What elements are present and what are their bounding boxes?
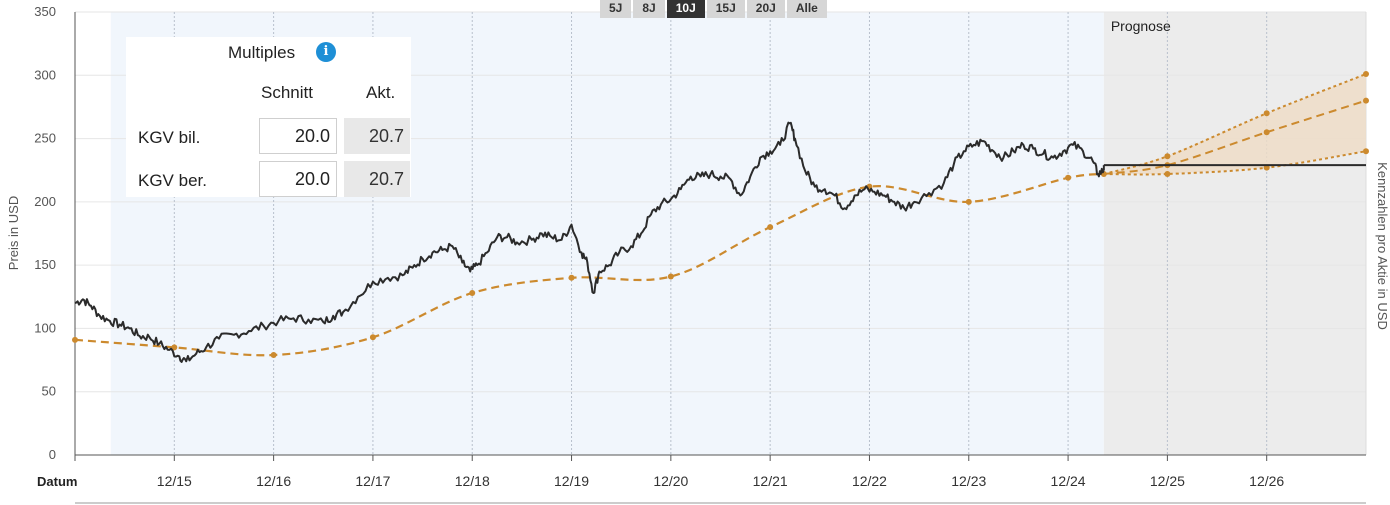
x-tick-label: 12/26 bbox=[1249, 473, 1284, 489]
x-tick-label: 12/24 bbox=[1051, 473, 1086, 489]
forecast-low-line-point bbox=[1363, 148, 1369, 155]
kgv-bil-avg-input[interactable]: 20.0 bbox=[259, 118, 337, 154]
fair-value-point bbox=[469, 289, 476, 296]
forecast-low-line-point bbox=[1164, 171, 1171, 178]
fair-value-point bbox=[1065, 174, 1072, 181]
multiples-title: Multiples bbox=[228, 43, 296, 62]
forecast-mid-line bbox=[1103, 99, 1367, 176]
forecast-mid-line-point bbox=[1363, 97, 1369, 104]
x-tick-label: 12/22 bbox=[852, 473, 887, 489]
x-tick-label: 12/15 bbox=[157, 473, 192, 489]
fair-value-point bbox=[72, 336, 78, 343]
forecast-high-line-point bbox=[1363, 71, 1369, 78]
multiples-panel: Multiples i Schnitt Akt. KGV bil. 20.0 2… bbox=[126, 37, 411, 197]
y-tick-label: 50 bbox=[42, 384, 56, 399]
range-button-15j[interactable]: 15J bbox=[706, 0, 745, 18]
kgv-ber-current-value: 20.7 bbox=[344, 161, 410, 197]
range-button-8j[interactable]: 8J bbox=[633, 0, 665, 18]
y-tick-label: 100 bbox=[34, 320, 56, 335]
column-header-akt: Akt. bbox=[366, 83, 396, 102]
x-tick-label: 12/16 bbox=[256, 473, 291, 489]
y-tick-label: 200 bbox=[34, 194, 56, 209]
forecast-band bbox=[1103, 12, 1366, 455]
fair-value-point bbox=[369, 334, 376, 341]
fair-value-point bbox=[171, 344, 178, 351]
range-button-10j[interactable]: 10J bbox=[666, 0, 705, 18]
forecast-mid-line-point bbox=[1263, 129, 1270, 136]
fair-value-point bbox=[667, 273, 674, 280]
x-tick-label: 12/25 bbox=[1150, 473, 1185, 489]
column-header-schnitt: Schnitt bbox=[261, 83, 313, 102]
info-icon[interactable]: i bbox=[316, 42, 336, 62]
forecast-label: Prognose bbox=[1111, 18, 1171, 34]
x-tick-label: 12/21 bbox=[753, 473, 788, 489]
fair-value-point bbox=[270, 352, 277, 359]
x-tick-label: 12/17 bbox=[355, 473, 390, 489]
range-button-5j[interactable]: 5J bbox=[600, 0, 632, 18]
forecast-range-fill bbox=[1103, 74, 1366, 175]
row-label-kgv-bil: KGV bil. bbox=[138, 128, 201, 147]
forecast-high-line-point bbox=[1164, 153, 1171, 160]
x-axis-title: Datum bbox=[37, 474, 77, 489]
price-line bbox=[74, 121, 1105, 363]
y-tick-label: 250 bbox=[34, 131, 56, 146]
fair-value-point bbox=[965, 198, 972, 205]
forecast-low-line bbox=[1103, 150, 1367, 176]
forecast-high-line bbox=[1103, 73, 1367, 175]
y-tick-label: 150 bbox=[34, 257, 56, 272]
x-tick-label: 12/23 bbox=[951, 473, 986, 489]
y-axis-title: Preis in USD bbox=[6, 196, 21, 270]
forecast-high-line-point bbox=[1263, 110, 1270, 117]
forecast-low-line-point bbox=[1263, 164, 1270, 171]
kgv-ber-avg-input[interactable]: 20.0 bbox=[259, 161, 337, 197]
secondary-axis-title: Kennzahlen pro Aktie in USD bbox=[1375, 162, 1390, 330]
x-tick-label: 12/19 bbox=[554, 473, 589, 489]
y-tick-label: 350 bbox=[34, 4, 56, 19]
fair-value-point bbox=[767, 224, 774, 231]
x-tick-label: 12/18 bbox=[455, 473, 490, 489]
row-label-kgv-ber: KGV ber. bbox=[138, 171, 207, 190]
kgv-bil-current-value: 20.7 bbox=[344, 118, 410, 154]
range-button-20j[interactable]: 20J bbox=[746, 0, 785, 18]
range-button-alle[interactable]: Alle bbox=[786, 0, 827, 18]
x-tick-label: 12/20 bbox=[653, 473, 688, 489]
y-tick-label: 300 bbox=[34, 67, 56, 82]
y-tick-label: 0 bbox=[49, 447, 56, 462]
fair-value-point bbox=[568, 274, 575, 281]
range-selector: 5J 8J 10J 15J 20J Alle bbox=[600, 0, 827, 18]
